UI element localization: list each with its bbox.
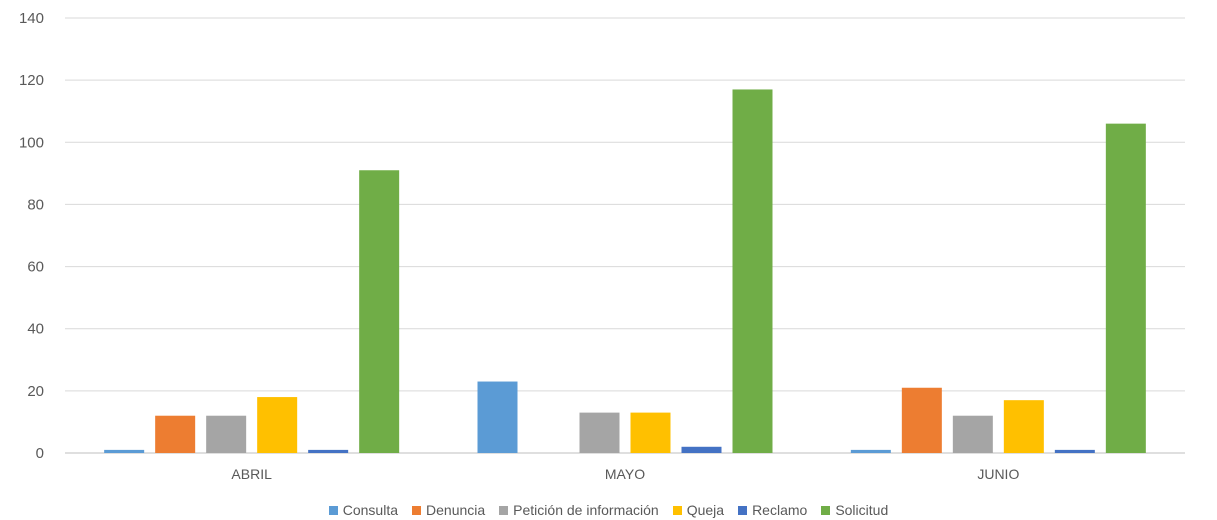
bar-abril-0: [104, 449, 145, 453]
legend-label: Solicitud: [835, 502, 889, 518]
legend-swatch: [672, 505, 682, 515]
legend-swatch: [738, 505, 748, 515]
x-tick-label: JUNIO: [977, 466, 1019, 482]
legend-label: Denuncia: [426, 502, 486, 518]
bar-junio-5: [1105, 123, 1146, 454]
bar-junio-1: [901, 387, 942, 453]
legend-item: Solicitud: [821, 502, 888, 518]
legend-item: Denuncia: [412, 502, 485, 518]
legend-label: Petición de información: [513, 502, 659, 518]
legend-swatch: [499, 505, 509, 515]
legend-item: Reclamo: [738, 502, 807, 518]
legend-label: Queja: [686, 502, 725, 518]
x-tick-label: MAYO: [605, 466, 645, 482]
bar-mayo-4: [681, 446, 722, 453]
y-tick-label: 100: [19, 134, 44, 151]
bar-mayo-0: [477, 381, 518, 453]
legend-swatch: [412, 505, 422, 515]
y-tick-label: 60: [27, 259, 44, 276]
legend-swatch: [821, 505, 831, 515]
bar-chart: 0 20 40 60 80 100 120 140 ABRIL MAYO JUNIO: [19, 10, 1185, 482]
bar-mayo-2: [579, 412, 620, 453]
legend-label: Consulta: [342, 502, 399, 518]
bar-mayo-3: [630, 412, 671, 453]
y-tick-label: 120: [19, 72, 44, 89]
legend-item: Consulta: [328, 502, 399, 518]
y-tick-label: 140: [19, 10, 44, 27]
bar-abril-5: [359, 170, 400, 453]
bar-junio-0: [850, 449, 891, 453]
y-tick-label: 20: [27, 383, 44, 400]
chart-legend: Consulta Denuncia Petición de información Q…: [0, 500, 1217, 520]
legend-swatch: [328, 505, 338, 515]
bar-abril-4: [308, 449, 349, 453]
bar-junio-2: [952, 415, 993, 453]
legend-label: Reclamo: [752, 502, 808, 518]
x-tick-label: ABRIL: [231, 466, 272, 482]
bar-abril-2: [206, 415, 247, 453]
legend-item: Petición de información: [499, 502, 659, 518]
bar-abril-1: [155, 415, 196, 453]
legend-item: Queja: [672, 502, 725, 518]
y-tick-label: 0: [36, 445, 44, 462]
bar-junio-3: [1003, 400, 1044, 453]
bar-junio-4: [1054, 449, 1095, 453]
bar-abril-3: [257, 397, 298, 453]
bar-mayo-5: [732, 89, 773, 453]
y-tick-label: 40: [27, 321, 44, 338]
y-tick-label: 80: [27, 196, 44, 213]
